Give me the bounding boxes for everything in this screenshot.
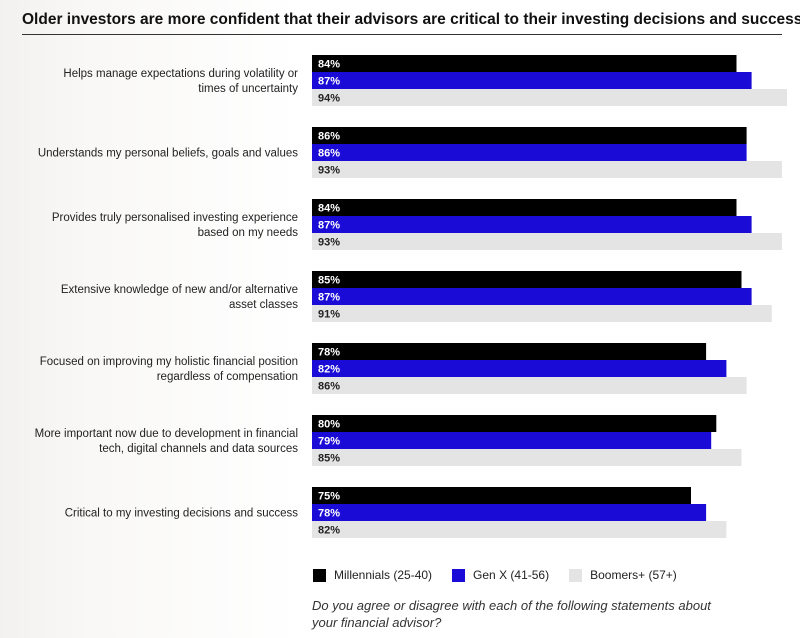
value-label-boomers: 86% xyxy=(318,381,340,393)
legend-label-genx: Gen X (41-56) xyxy=(473,568,550,582)
legend-item-genx: Gen X (41-56) xyxy=(452,568,549,582)
bar-boomers xyxy=(312,233,782,250)
bar-boomers xyxy=(312,521,727,538)
value-label-millennials: 84% xyxy=(318,203,340,215)
category-label: asset classes xyxy=(229,299,298,311)
bar-millennials xyxy=(312,199,737,216)
category-label: Focused on improving my holistic financi… xyxy=(40,356,298,368)
value-label-boomers: 85% xyxy=(318,453,340,465)
value-label-genx: 79% xyxy=(318,436,340,448)
value-label-boomers: 93% xyxy=(318,237,340,249)
category-label: regardless of compensation xyxy=(157,371,298,383)
bar-millennials xyxy=(312,487,691,504)
value-label-millennials: 75% xyxy=(318,491,340,503)
category-label: Helps manage expectations during volatil… xyxy=(63,68,298,80)
bar-millennials xyxy=(312,55,737,72)
bar-genx xyxy=(312,504,707,521)
background-photo-fade xyxy=(0,0,300,638)
category-label: Understands my personal beliefs, goals a… xyxy=(38,148,298,160)
legend-swatch-millennials xyxy=(313,568,326,582)
category-label: Extensive knowledge of new and/or altern… xyxy=(61,284,298,296)
value-label-genx: 87% xyxy=(318,220,340,232)
category-label: More important now due to development in… xyxy=(35,428,298,440)
bar-millennials xyxy=(312,271,742,288)
legend-label-millennials: Millennials (25-40) xyxy=(334,568,433,582)
value-label-millennials: 80% xyxy=(318,419,340,431)
bar-genx xyxy=(312,144,747,161)
value-label-boomers: 93% xyxy=(318,165,340,177)
category-label: Provides truly personalised investing ex… xyxy=(52,212,298,224)
bar-millennials xyxy=(312,127,747,144)
category-label: times of uncertainty xyxy=(198,83,298,95)
value-label-boomers: 82% xyxy=(318,525,340,537)
bar-boomers xyxy=(312,377,747,394)
bar-genx xyxy=(312,432,712,449)
value-label-genx: 78% xyxy=(318,508,340,520)
value-label-millennials: 86% xyxy=(318,131,340,143)
legend-label-boomers: Boomers+ (57+) xyxy=(590,568,677,582)
category-label: Critical to my investing decisions and s… xyxy=(65,508,299,520)
bar-millennials xyxy=(312,415,717,432)
bar-boomers xyxy=(312,449,742,466)
legend-item-millennials: Millennials (25-40) xyxy=(313,568,432,582)
legend-item-boomers: Boomers+ (57+) xyxy=(569,568,677,582)
value-label-genx: 87% xyxy=(318,76,340,88)
legend-swatch-boomers xyxy=(569,568,583,582)
legend-swatch-genx xyxy=(452,568,466,582)
bar-millennials xyxy=(312,343,707,360)
value-label-genx: 82% xyxy=(318,364,340,376)
value-label-millennials: 85% xyxy=(318,275,340,287)
bar-genx xyxy=(312,72,752,89)
value-label-genx: 87% xyxy=(318,292,340,304)
bar-chart: Helps manage expectations during volatil… xyxy=(35,55,787,538)
bar-boomers xyxy=(312,305,772,322)
value-label-millennials: 84% xyxy=(318,59,340,71)
value-label-millennials: 78% xyxy=(318,347,340,359)
bar-genx xyxy=(312,288,752,305)
chart-title: Older investors are more confident that … xyxy=(22,11,800,35)
bar-boomers xyxy=(312,89,787,106)
bar-genx xyxy=(312,360,727,377)
survey-question: Do you agree or disagree with each of th… xyxy=(312,598,711,630)
legend: Millennials (25-40) Gen X (41-56) Boomer… xyxy=(313,568,697,582)
category-label: based on my needs xyxy=(198,227,299,239)
bar-boomers xyxy=(312,161,782,178)
value-label-boomers: 91% xyxy=(318,309,340,321)
bar-genx xyxy=(312,216,752,233)
value-label-genx: 86% xyxy=(318,148,340,160)
category-label: tech, digital channels and data sources xyxy=(99,443,298,455)
value-label-boomers: 94% xyxy=(318,93,340,105)
